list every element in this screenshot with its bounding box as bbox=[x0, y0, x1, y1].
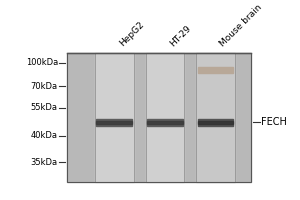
Text: 40kDa: 40kDa bbox=[31, 131, 58, 140]
Text: 55kDa: 55kDa bbox=[31, 103, 58, 112]
Text: HepG2: HepG2 bbox=[117, 20, 146, 48]
Text: 100kDa: 100kDa bbox=[26, 58, 58, 67]
Text: 35kDa: 35kDa bbox=[31, 158, 58, 167]
Bar bbox=[196, 53, 235, 182]
Bar bbox=[97, 119, 132, 126]
Bar bbox=[67, 53, 251, 182]
Bar bbox=[146, 53, 184, 182]
Text: Mouse brain: Mouse brain bbox=[218, 2, 264, 48]
Text: FECH: FECH bbox=[262, 117, 287, 127]
Bar bbox=[198, 119, 233, 126]
Text: HT-29: HT-29 bbox=[168, 23, 193, 48]
Bar bbox=[198, 67, 233, 73]
Bar bbox=[198, 121, 233, 124]
Bar bbox=[147, 119, 183, 126]
Bar bbox=[95, 53, 134, 182]
Bar bbox=[147, 121, 183, 124]
Bar bbox=[67, 53, 251, 182]
Bar bbox=[97, 121, 132, 124]
Text: 70kDa: 70kDa bbox=[31, 82, 58, 91]
